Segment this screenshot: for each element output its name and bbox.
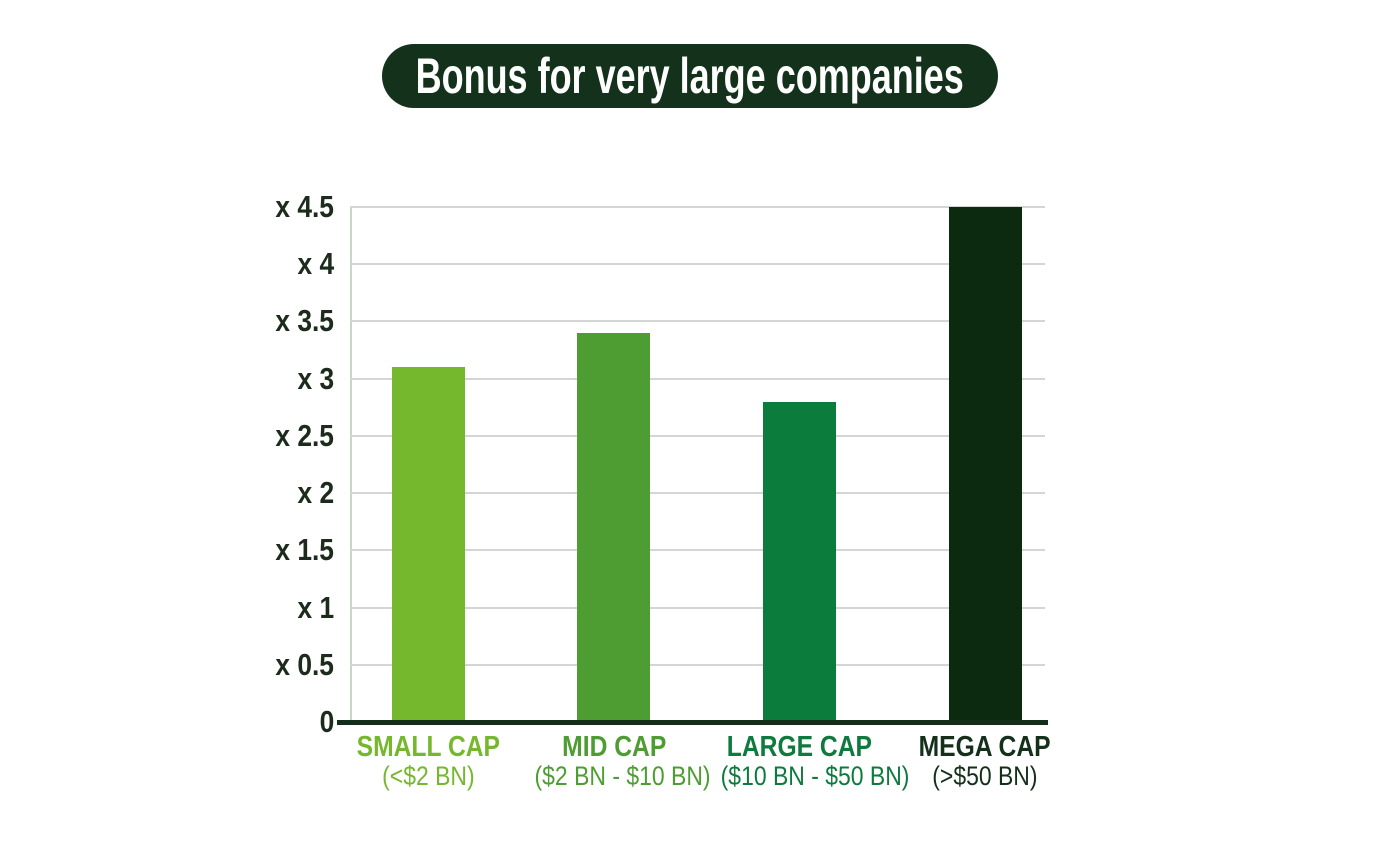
y-tick-label: 0 — [0, 705, 334, 739]
y-tick-text: 0 — [319, 704, 334, 739]
gridline — [350, 320, 1045, 322]
y-tick-text: x 3.5 — [275, 303, 334, 338]
category-label-small-cap: SMALL CAP (<$2 BN) — [333, 732, 523, 791]
gridline — [350, 206, 1045, 208]
y-tick-label: x 0.5 — [0, 648, 334, 682]
gridline — [350, 607, 1045, 609]
y-tick-text: x 1.5 — [275, 532, 334, 567]
category-name-text: MEGA CAP — [919, 731, 1051, 763]
bar-mid-cap — [577, 333, 650, 722]
y-tick-label: x 3.5 — [0, 304, 334, 338]
gridline — [350, 549, 1045, 551]
y-tick-label: x 1.5 — [0, 533, 334, 567]
bar-large-cap — [763, 402, 836, 722]
category-name: MID CAP — [519, 732, 709, 762]
gridline — [350, 435, 1045, 437]
category-range: (>$50 BN) — [890, 762, 1080, 791]
bar-mega-cap — [949, 207, 1022, 722]
category-range: (<$2 BN) — [333, 762, 523, 791]
y-tick-label: x 2.5 — [0, 419, 334, 453]
category-name: MEGA CAP — [890, 732, 1080, 762]
category-range: ($2 BN - $10 BN) — [519, 761, 711, 791]
chart-title-pill: Bonus for very large companies — [382, 44, 998, 108]
category-range-text: (<$2 BN) — [381, 761, 475, 791]
category-range: ($10 BN - $50 BN) — [704, 762, 910, 791]
category-name-text: SMALL CAP — [356, 731, 500, 763]
y-tick-text: x 2.5 — [275, 418, 334, 453]
category-label-mega-cap: MEGA CAP (>$50 BN) — [890, 732, 1080, 791]
gridline — [350, 664, 1045, 666]
category-range-text: (>$50 BN) — [932, 761, 1038, 791]
y-tick-text: x 4.5 — [275, 189, 334, 224]
category-name-text: MID CAP — [561, 731, 667, 763]
y-tick-text: x 3 — [297, 361, 334, 396]
y-tick-text: x 1 — [297, 590, 334, 625]
bar-small-cap — [392, 367, 465, 722]
y-axis-line — [350, 207, 352, 722]
category-name: SMALL CAP — [333, 732, 523, 762]
y-tick-label: x 3 — [0, 362, 334, 396]
category-name: LARGE CAP — [704, 732, 894, 762]
y-tick-text: x 4 — [297, 246, 334, 281]
gridline — [350, 492, 1045, 494]
category-label-mid-cap: MID CAP ($2 BN - $10 BN) — [519, 732, 711, 791]
category-range-text: ($2 BN - $10 BN) — [534, 761, 711, 791]
gridline — [350, 263, 1045, 265]
gridline — [350, 378, 1045, 380]
category-range-text: ($10 BN - $50 BN) — [720, 761, 910, 791]
chart-title: Bonus for very large companies — [415, 48, 965, 104]
x-axis-baseline — [337, 720, 1048, 725]
y-tick-text: x 0.5 — [275, 647, 334, 682]
y-tick-label: x 1 — [0, 591, 334, 625]
category-label-large-cap: LARGE CAP ($10 BN - $50 BN) — [704, 732, 910, 791]
category-name-text: LARGE CAP — [726, 731, 872, 763]
y-tick-label: x 4 — [0, 247, 334, 281]
y-tick-label: x 2 — [0, 476, 334, 510]
y-tick-text: x 2 — [297, 475, 334, 510]
y-tick-label: x 4.5 — [0, 190, 334, 224]
